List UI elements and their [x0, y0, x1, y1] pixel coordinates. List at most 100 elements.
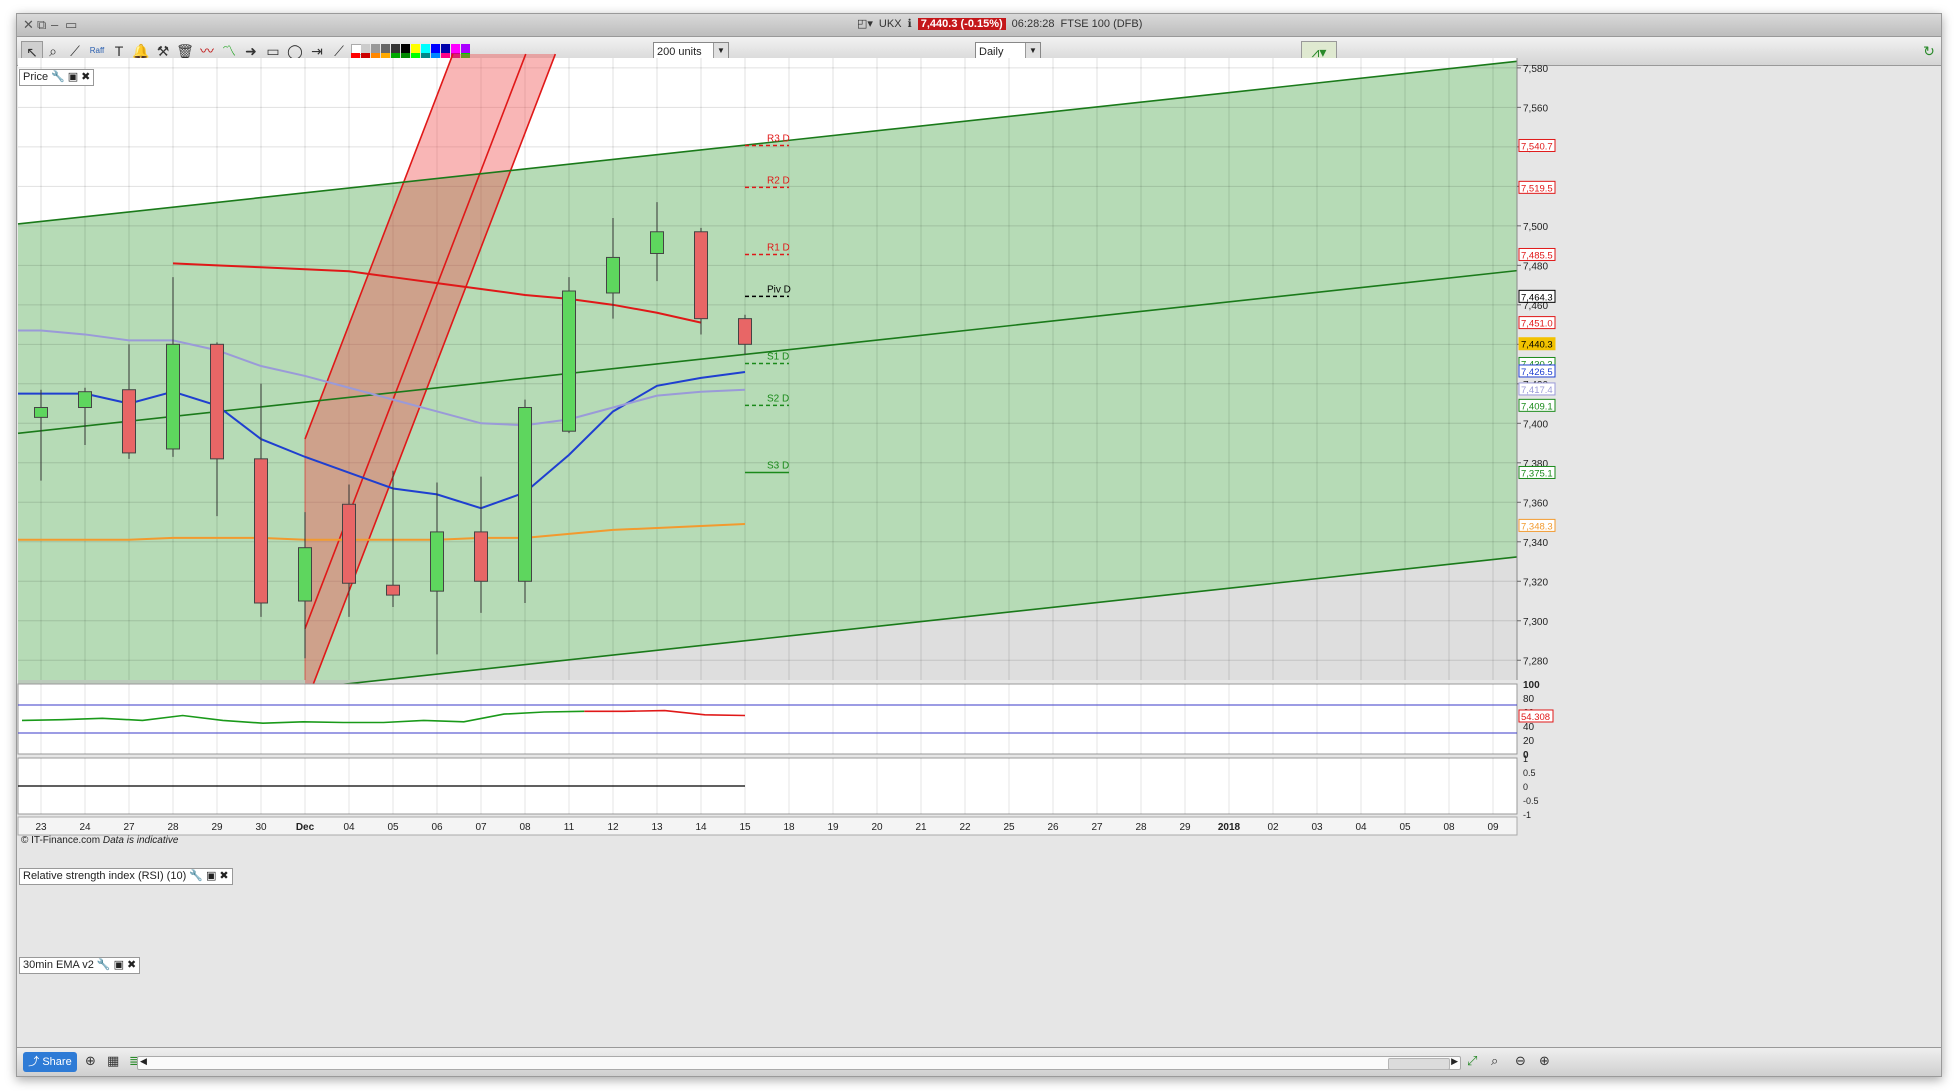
close-icon[interactable]: ✖	[219, 870, 229, 882]
price-badge-label: 7,451.0	[1521, 319, 1553, 330]
ray-icon[interactable]: ⟋	[334, 43, 344, 59]
zoom-in-icon[interactable]: ⊕	[1539, 1053, 1550, 1068]
bell-icon[interactable]: 🔔	[132, 43, 150, 59]
price-badge-label: 7,409.1	[1521, 401, 1553, 412]
price-panel-title: Price	[23, 71, 49, 83]
scroll-thumb[interactable]	[1388, 1058, 1450, 1070]
candle-down	[738, 318, 752, 345]
chart-canvas[interactable]: R3 D R2 D R1 D Piv D S1 D S2 D S3 D 7,580 7,560 7…	[17, 14, 1941, 1076]
x-tick-label: 24	[79, 822, 91, 833]
title-info: ◰▾ UKX ℹ 7,440.3 (-0.15%) 06:28:28 FTSE …	[857, 17, 1142, 30]
price-panel-label: Price 🔧 ▣ ✖	[19, 69, 95, 86]
rectangle-icon[interactable]: ▭	[266, 43, 280, 59]
close-icon[interactable]: ✕	[23, 17, 34, 32]
price-tick-label: 7,380	[1523, 459, 1548, 470]
price-badge-label: 7,485.5	[1521, 250, 1553, 261]
maximize-icon[interactable]: ▣	[67, 71, 79, 83]
price-tick-label: 7,580	[1523, 64, 1548, 75]
pointer-icon[interactable]: ↖	[21, 41, 43, 63]
refresh-icon[interactable]: ↻	[1923, 43, 1935, 59]
wrench-icon[interactable]: 🔧	[189, 870, 203, 882]
candle	[34, 389, 48, 481]
auto-scale-icon[interactable]: ⤢	[1467, 1053, 1478, 1068]
tools-icon[interactable]: ⚒	[156, 43, 170, 59]
hline-icon[interactable]: ⇥	[311, 43, 323, 59]
x-tick-label: 08	[1443, 822, 1455, 833]
period-select[interactable]: Daily ▼	[975, 42, 1041, 60]
pivot-label: R2 D	[767, 175, 790, 186]
maximize-icon[interactable]: ▣	[113, 959, 125, 971]
price-tick-label: 7,560	[1523, 103, 1548, 114]
x-tick-label: 29	[211, 822, 223, 833]
period-select-value: Daily	[979, 46, 1004, 58]
price-tick-label: 7,320	[1523, 577, 1548, 588]
price-badge-box	[1518, 247, 1556, 261]
trendline-icon[interactable]: ⟋	[70, 43, 80, 59]
grid-icon[interactable]: ▦	[107, 1053, 120, 1068]
candle	[78, 387, 92, 446]
maximize-icon[interactable]: ▣	[205, 870, 217, 882]
layers-icon[interactable]: ≣	[129, 1053, 140, 1068]
indicators-icon[interactable]: ⩘▾	[1301, 41, 1337, 63]
scroll-left-icon[interactable]: ◀	[140, 1056, 147, 1066]
wave-icon[interactable]: 〽	[222, 43, 236, 59]
pivot-label: R1 D	[767, 242, 790, 253]
fib-icon[interactable]: 〰	[200, 43, 214, 59]
x-tick-label: 29	[1179, 822, 1191, 833]
ma-line-lavender	[18, 329, 746, 427]
chevron-down-icon: ▼	[1025, 43, 1040, 59]
rsi-tick-label: 100	[1523, 680, 1540, 691]
price-badge-box	[1518, 518, 1556, 532]
instrument-name: FTSE 100 (DFB)	[1060, 17, 1143, 30]
x-tick-label: Dec	[296, 822, 315, 833]
x-tick-label: 07	[475, 822, 487, 833]
price-badge-label: 7,375.1	[1521, 468, 1553, 479]
clock-time: 06:28:28	[1011, 17, 1055, 30]
color-palette[interactable]	[351, 40, 471, 62]
candle-down	[694, 231, 708, 320]
close-icon[interactable]: ✖	[127, 959, 137, 971]
minimize-icon[interactable]: –	[51, 17, 59, 32]
crosshair-icon[interactable]: ⊕	[85, 1053, 96, 1068]
ema-tick-label: 1	[1523, 754, 1528, 764]
x-tick-label: 18	[783, 822, 795, 833]
ema-tick-label: 0	[1523, 782, 1528, 792]
candle-up	[166, 343, 180, 450]
time-scrollbar[interactable]: ◀ ▶	[137, 1056, 1461, 1070]
wrench-icon[interactable]: 🔧	[96, 959, 111, 971]
instrument-code: UKX	[878, 17, 902, 30]
candle-down	[386, 584, 400, 596]
rsi-tick-label: 40	[1523, 722, 1535, 733]
zoom-fit-icon[interactable]: ⌕	[1491, 1053, 1499, 1068]
rsi-tick-label: 20	[1523, 736, 1535, 747]
trash-icon[interactable]: 🗑	[176, 43, 194, 59]
scroll-right-icon[interactable]: ▶	[1451, 1056, 1458, 1066]
x-tick-label: 30	[255, 822, 267, 833]
price-badge-box	[1518, 180, 1556, 194]
info-icon[interactable]: ℹ	[907, 18, 912, 30]
restore-icon[interactable]: ⧉	[37, 17, 47, 32]
price-badge-label: 7,440.3	[1521, 340, 1553, 351]
alert-icon[interactable]: ◰▾	[857, 18, 873, 30]
x-tick-label: 11	[564, 822, 575, 833]
candle-up	[606, 256, 620, 294]
candle	[342, 484, 356, 617]
zoom-icon[interactable]: ⌕	[49, 43, 57, 59]
candle-up	[430, 531, 444, 592]
text-icon[interactable]: T	[114, 43, 124, 59]
price-tick-label: 7,500	[1523, 222, 1548, 233]
ellipse-icon[interactable]: ◯	[287, 43, 303, 59]
share-button[interactable]: ⤴ Share	[23, 1052, 77, 1072]
close-icon[interactable]: ✖	[81, 71, 91, 83]
candle	[166, 277, 180, 457]
arrow-icon[interactable]: ➜	[245, 43, 257, 59]
keyboard-icon[interactable]: ▭	[65, 17, 78, 32]
zoom-out-icon[interactable]: ⊖	[1515, 1053, 1526, 1068]
raff-channel-icon[interactable]: Raff	[89, 46, 105, 55]
price-badge: 7,440.3 (-0.15%)	[917, 17, 1006, 30]
x-tick-label: 04	[1355, 822, 1367, 833]
units-select-value: 200 units	[657, 46, 702, 58]
app-window: ✕ ⧉ – ▭ ◰▾ UKX ℹ 7,440.3 (-0.15%) 06:28:…	[16, 13, 1942, 1077]
wrench-icon[interactable]: 🔧	[51, 71, 65, 83]
candle-up	[562, 290, 576, 432]
